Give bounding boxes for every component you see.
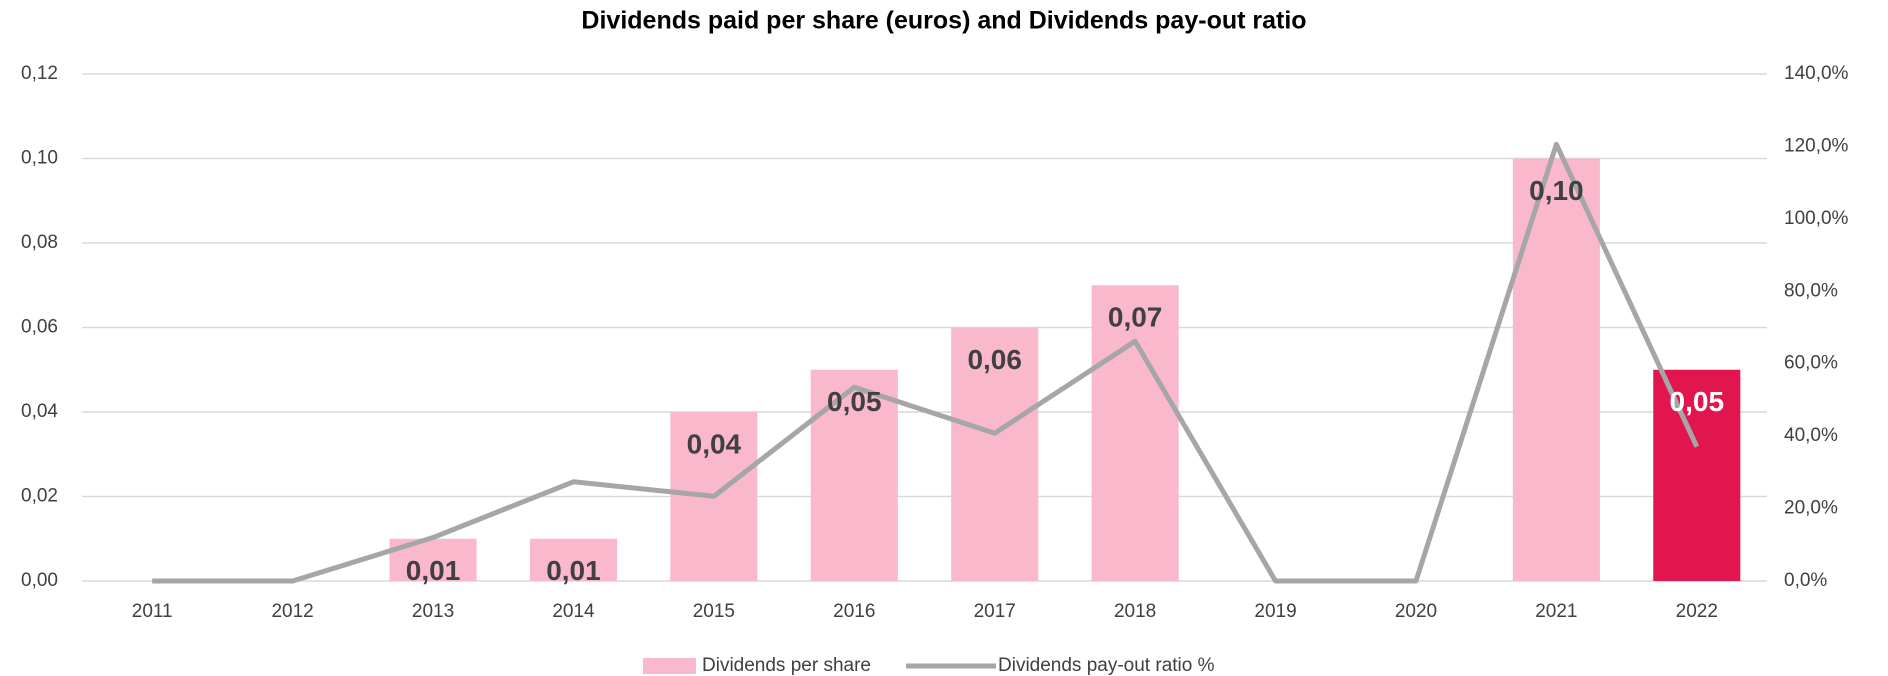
bar	[1091, 285, 1179, 581]
data-label: 0,10	[1529, 175, 1584, 206]
x-tick-label: 2015	[693, 601, 735, 622]
y2-tick-label: 120,0%	[1784, 135, 1849, 156]
data-label: 0,05	[1670, 386, 1725, 417]
x-tick-label: 2021	[1535, 601, 1577, 622]
y-tick-label: 0,04	[21, 401, 58, 422]
y-tick-label: 0,10	[21, 148, 58, 169]
y-tick-label: 0,00	[21, 570, 58, 591]
y2-tick-label: 80,0%	[1784, 280, 1838, 301]
line	[152, 141, 1700, 584]
x-tick-label: 2017	[974, 601, 1016, 622]
bar	[810, 369, 898, 581]
bar	[951, 327, 1039, 581]
x-tick-label: 2014	[552, 601, 595, 622]
x-tick-label: 2016	[833, 601, 875, 622]
x-tick-label: 2011	[132, 601, 173, 622]
data-label: 0,06	[967, 344, 1022, 375]
y2-tick-label: 140,0%	[1784, 63, 1849, 84]
legend-label: Dividends pay-out ratio %	[998, 655, 1215, 676]
bar	[1512, 158, 1600, 581]
data-label: 0,05	[827, 386, 882, 417]
data-label: 0,04	[687, 428, 742, 459]
x-tick-label: 2013	[412, 601, 454, 622]
data-label: 0,07	[1108, 302, 1163, 333]
x-tick-label: 2019	[1254, 601, 1296, 622]
y2-tick-label: 0,0%	[1784, 570, 1827, 591]
y-tick-label: 0,06	[21, 317, 58, 338]
legend-swatch	[643, 658, 696, 674]
y-tick-label: 0,08	[21, 232, 58, 253]
y-tick-label: 0,12	[21, 63, 58, 84]
x-tick-label: 2022	[1676, 601, 1718, 622]
y2-tick-label: 100,0%	[1784, 208, 1849, 229]
bar	[1653, 369, 1741, 581]
x-tick-label: 2012	[271, 601, 313, 622]
bar	[529, 538, 617, 581]
y2-tick-label: 40,0%	[1784, 425, 1838, 446]
y2-tick-label: 60,0%	[1784, 353, 1838, 374]
y2-tick-label: 20,0%	[1784, 498, 1838, 519]
x-tick-label: 2018	[1114, 601, 1156, 622]
x-tick-label: 2020	[1395, 601, 1437, 622]
data-label: 0,01	[406, 555, 461, 586]
chart-title: Dividends paid per share (euros) and Div…	[581, 7, 1306, 35]
data-label: 0,01	[546, 555, 601, 586]
y-tick-label: 0,02	[21, 486, 58, 507]
legend-label: Dividends per share	[702, 655, 871, 676]
